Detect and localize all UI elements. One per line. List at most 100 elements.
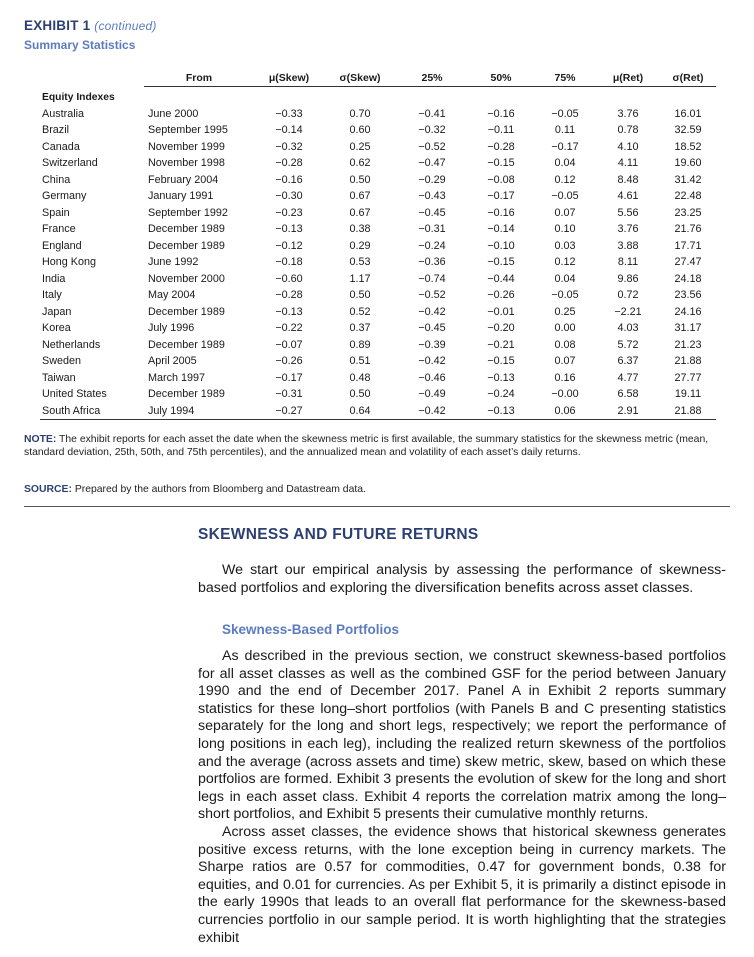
cell-value: 32.59 xyxy=(674,124,702,137)
cell-value: 31.17 xyxy=(674,322,702,335)
table-row: Netherlands December 1989 −0.07 0.89 −0.39 −0… xyxy=(40,337,716,354)
cell-value: −0.16 xyxy=(275,173,303,186)
cell-value: 6.58 xyxy=(617,388,639,401)
paragraph-1: As described in the previous section, we… xyxy=(198,648,726,823)
table-row: Sweden April 2005 −0.26 0.51 −0.42 −0.15 0.07 6… xyxy=(40,353,716,370)
cell-country: England xyxy=(42,239,82,252)
cell-value: 0.38 xyxy=(349,223,371,236)
cell-value: 4.77 xyxy=(617,371,639,384)
cell-value: −0.26 xyxy=(275,355,303,368)
cell-value: −0.32 xyxy=(418,124,446,137)
cell-value: −0.27 xyxy=(254,402,324,420)
cell-value: 4.03 xyxy=(617,322,639,335)
cell-value: 27.77 xyxy=(674,371,702,384)
cell-value: 0.04 xyxy=(554,157,576,170)
header-blank xyxy=(40,70,144,87)
cell-value: 0.08 xyxy=(554,338,576,351)
cell-from: February 2004 xyxy=(148,173,219,186)
table-row: England December 1989 −0.12 0.29 −0.24 −0.10 0… xyxy=(40,238,716,255)
cell-value: 21.76 xyxy=(674,223,702,236)
table-row: Japan December 1989 −0.13 0.52 −0.42 −0.01 0.2… xyxy=(40,304,716,321)
table-row: Brazil September 1995 −0.14 0.60 −0.32 −0.11 0… xyxy=(40,122,716,139)
cell-from: May 2004 xyxy=(148,289,196,302)
body-paragraphs: As described in the previous section, we… xyxy=(198,648,726,947)
intro-paragraph: We start our empirical analysis by asses… xyxy=(198,562,726,596)
table-row: China February 2004 −0.16 0.50 −0.29 −0.08 0.1… xyxy=(40,172,716,189)
cell-value: −0.15 xyxy=(487,256,515,269)
cell-value: 0.89 xyxy=(349,338,371,351)
cell-from: September 1995 xyxy=(148,124,228,137)
cell-from: December 1989 xyxy=(148,223,225,236)
cell-value: −0.10 xyxy=(487,239,515,252)
cell-value: −0.08 xyxy=(487,173,515,186)
cell-value: 0.07 xyxy=(554,206,576,219)
table-header-row: From μ(Skew) σ(Skew) 25% 50% 75% μ(Ret) … xyxy=(40,70,716,87)
cell-value: 0.48 xyxy=(349,371,371,384)
cell-from: December 1989 xyxy=(148,239,225,252)
source-text: Prepared by the authors from Bloomberg a… xyxy=(74,484,366,495)
cell-value: −0.30 xyxy=(275,190,303,203)
cell-value: −0.45 xyxy=(418,322,446,335)
cell-value: −0.13 xyxy=(468,402,534,420)
cell-value: −2.21 xyxy=(614,305,642,318)
cell-country: Netherlands xyxy=(42,338,101,351)
cell-from: November 2000 xyxy=(148,272,225,285)
table-row: Hong Kong June 1992 −0.18 0.53 −0.36 −0.15 0.1… xyxy=(40,254,716,271)
cell-value: −0.24 xyxy=(418,239,446,252)
cell-country: Germany xyxy=(42,190,87,203)
table-note: NOTE: The exhibit reports for each asset… xyxy=(24,433,730,459)
table-row: Spain September 1992 −0.23 0.67 −0.45 −0.16 0.… xyxy=(40,205,716,222)
cell-value: 0.07 xyxy=(554,355,576,368)
summary-statistics-table: From μ(Skew) σ(Skew) 25% 50% 75% μ(Ret) … xyxy=(40,70,716,420)
group-row: Equity Indexes xyxy=(40,87,716,106)
cell-value: 24.16 xyxy=(674,305,702,318)
cell-from: December 1989 xyxy=(148,305,225,318)
exhibit-subtitle: Summary Statistics xyxy=(24,38,136,52)
note-label: NOTE: xyxy=(24,434,57,445)
cell-country: Italy xyxy=(42,289,62,302)
cell-value: 23.56 xyxy=(674,289,702,302)
header-p75: 75% xyxy=(534,70,596,87)
cell-country: Taiwan xyxy=(42,371,76,384)
cell-value: −0.15 xyxy=(487,157,515,170)
cell-value: 24.18 xyxy=(674,272,702,285)
intro-paragraph-block: We start our empirical analysis by asses… xyxy=(198,562,726,597)
cell-from: January 1991 xyxy=(148,190,214,203)
cell-value: 0.70 xyxy=(349,107,371,120)
cell-value: 0.67 xyxy=(349,206,371,219)
cell-value: 0.03 xyxy=(554,239,576,252)
cell-value: 16.01 xyxy=(674,107,702,120)
cell-value: −0.18 xyxy=(275,256,303,269)
cell-value: −0.05 xyxy=(551,190,579,203)
cell-value: 6.37 xyxy=(617,355,639,368)
cell-value: 0.04 xyxy=(554,272,576,285)
cell-value: 0.64 xyxy=(324,402,396,420)
cell-value: 0.50 xyxy=(349,388,371,401)
table-row: Germany January 1991 −0.30 0.67 −0.43 −0.17 −0… xyxy=(40,188,716,205)
cell-country: Hong Kong xyxy=(42,256,97,269)
cell-country: France xyxy=(42,223,76,236)
cell-value: 4.11 xyxy=(617,157,639,170)
cell-value: 0.53 xyxy=(349,256,371,269)
cell-value: 5.72 xyxy=(617,338,639,351)
cell-value: 0.29 xyxy=(349,239,371,252)
cell-value: 21.88 xyxy=(660,402,716,420)
cell-value: −0.17 xyxy=(275,371,303,384)
cell-value: 0.50 xyxy=(349,173,371,186)
cell-value: 0.06 xyxy=(534,402,596,420)
table-row: Australia June 2000 −0.33 0.70 −0.41 −0.16 −0.… xyxy=(40,106,716,123)
cell-value: −0.15 xyxy=(487,355,515,368)
cell-value: −0.11 xyxy=(487,124,515,137)
cell-from: November 1999 xyxy=(148,140,225,153)
cell-from: June 2000 xyxy=(148,107,199,120)
cell-value: 0.62 xyxy=(349,157,371,170)
cell-value: 0.25 xyxy=(554,305,576,318)
cell-value: −0.05 xyxy=(551,107,579,120)
table-row: United States December 1989 −0.31 0.50 −0.49… xyxy=(40,386,716,403)
cell-value: −0.31 xyxy=(275,388,303,401)
cell-country: South Africa xyxy=(40,402,144,420)
cell-value: −0.16 xyxy=(487,206,515,219)
cell-value: −0.13 xyxy=(275,305,303,318)
cell-value: 0.51 xyxy=(349,355,371,368)
cell-value: −0.45 xyxy=(418,206,446,219)
